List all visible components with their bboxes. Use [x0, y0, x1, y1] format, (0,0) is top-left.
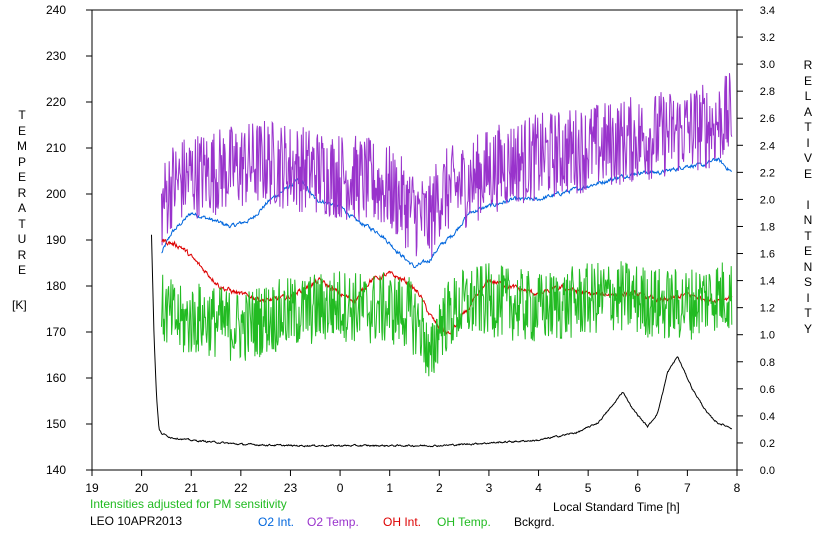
- x-tick-label: 21: [185, 481, 199, 495]
- left-axis-unit: [K]: [12, 298, 27, 312]
- axis-title-letter: P: [17, 154, 26, 169]
- left-tick-label: 140: [46, 463, 66, 477]
- axis-title-letter: V: [803, 151, 812, 165]
- left-tick-label: 220: [46, 95, 66, 109]
- plot-frame: [91, 9, 738, 471]
- left-tick-label: 230: [46, 49, 66, 63]
- x-tick-label: 5: [585, 481, 592, 495]
- right-tick-label: 2.6: [760, 113, 775, 125]
- left-tick-label: 160: [46, 371, 66, 385]
- right-tick-label: 1.8: [760, 221, 775, 233]
- right-tick-label: 2.4: [760, 140, 775, 152]
- left-tick-label: 200: [46, 187, 66, 201]
- axis-title-letter: A: [17, 201, 26, 215]
- axis-title-letter: I: [806, 290, 810, 305]
- x-tick-label: 23: [284, 481, 298, 495]
- x-tick-label: 0: [337, 481, 344, 495]
- axis-title-letter: M: [17, 139, 27, 153]
- x-tick-label: 8: [734, 481, 741, 495]
- left-tick-label: 210: [46, 141, 66, 155]
- right-tick-label: 2.2: [760, 167, 775, 179]
- site-date-label: LEO 10APR2013: [90, 514, 183, 528]
- x-tick-label: 19: [85, 481, 99, 495]
- series-line-bckgrd: [151, 234, 733, 448]
- axis-title-letter: E: [17, 263, 26, 277]
- x-tick-label: 2: [436, 481, 443, 495]
- right-tick-label: 1.4: [760, 276, 775, 288]
- axis-title-letter: N: [803, 213, 813, 227]
- legend-oh-int: OH Int.: [383, 515, 422, 529]
- axis-title-letter: E: [803, 244, 812, 258]
- right-tick-label: 1.6: [760, 249, 775, 261]
- axis-title-letter: T: [804, 120, 812, 134]
- right-tick-label: 1.2: [760, 303, 775, 315]
- left-tick-label: 150: [46, 417, 66, 431]
- right-tick-label: 0.4: [760, 411, 775, 423]
- right-tick-label: 1.0: [760, 330, 775, 342]
- left-tick-label: 180: [46, 279, 66, 293]
- x-tick-label: 20: [135, 481, 149, 495]
- axis-title-letter: E: [17, 123, 26, 138]
- legend-oh-temp: OH Temp.: [437, 515, 491, 529]
- axis-title-letter: R: [17, 247, 27, 262]
- legend-o2-int: O2 Int.: [258, 515, 295, 529]
- x-tick-label: 3: [486, 481, 493, 495]
- series-line-o2-temp: [161, 73, 733, 258]
- axis-title-letter: T: [18, 216, 26, 231]
- axis-title-letter: Y: [803, 321, 812, 336]
- right-tick-label: 0.6: [760, 384, 775, 396]
- axis-title-letter: A: [803, 104, 812, 119]
- left-tick-label: 240: [46, 3, 66, 17]
- x-tick-label: 7: [684, 481, 691, 495]
- right-tick-label: 3.2: [760, 32, 775, 44]
- axis-title-letter: T: [18, 108, 26, 122]
- right-tick-label: 0.0: [760, 465, 775, 477]
- right-tick-label: 0.8: [760, 357, 775, 369]
- axis-title-letter: E: [17, 170, 26, 184]
- right-tick-label: 3.0: [760, 59, 775, 71]
- x-axis-title: Local Standard Time [h]: [553, 500, 680, 514]
- axis-title-letter: N: [803, 259, 813, 274]
- left-tick-label: 190: [46, 233, 66, 247]
- x-tick-label: 6: [634, 481, 641, 495]
- legend-o2-temp: O2 Temp.: [307, 515, 359, 529]
- right-tick-label: 0.2: [760, 438, 775, 450]
- axis-title-letter: S: [803, 275, 812, 289]
- axis-title-letter: R: [17, 185, 27, 200]
- right-tick-label: 2.8: [760, 86, 775, 98]
- right-tick-label: 3.4: [760, 5, 775, 17]
- axis-title-letter: T: [804, 228, 812, 243]
- legend-bckgrd: Bckgrd.: [514, 515, 555, 529]
- axis-title-letter: I: [806, 197, 810, 212]
- series-line-oh-temp: [161, 261, 733, 377]
- left-tick-label: 170: [46, 325, 66, 339]
- axis-title-letter: T: [804, 306, 812, 320]
- axis-title-letter: R: [803, 58, 813, 72]
- sensitivity-note: Intensities adjusted for PM sensitivity: [90, 497, 287, 511]
- x-tick-label: 1: [386, 481, 393, 495]
- axis-title-letter: E: [803, 73, 812, 88]
- axis-title-letter: U: [17, 232, 27, 246]
- right-tick-label: 2.0: [760, 194, 775, 206]
- x-tick-label: 22: [234, 481, 248, 495]
- axis-title-letter: E: [803, 166, 812, 181]
- axis-title-letter: L: [804, 89, 812, 103]
- axis-title-letter: I: [806, 135, 810, 150]
- x-tick-label: 4: [535, 481, 542, 495]
- axis-title-gap: [800, 182, 816, 198]
